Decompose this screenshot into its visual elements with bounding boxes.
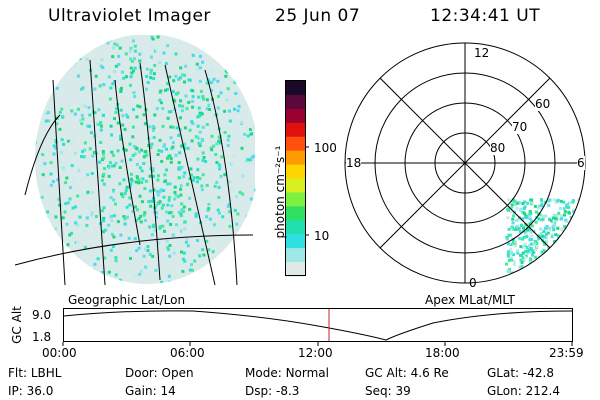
colorbar xyxy=(285,80,309,277)
info-mode: Mode: Normal xyxy=(245,366,329,380)
lon-line xyxy=(139,62,161,281)
lat-label-70: 70 xyxy=(512,120,528,134)
timeline-xtick: 23:59 xyxy=(549,346,584,360)
right-panel-label: Apex MLat/MLT xyxy=(425,293,515,307)
timeline-axis-title: GC Alt xyxy=(9,306,24,344)
timeline-xtick: 12:00 xyxy=(298,346,333,360)
colorbar-swatch xyxy=(286,248,305,263)
header-time: 12:34:41 UT xyxy=(430,6,541,26)
timeline-xtick: 00:00 xyxy=(42,346,77,360)
colorbar-swatch xyxy=(286,164,305,179)
colorbar-tick-100: 100 xyxy=(314,141,337,155)
timeline-frame xyxy=(63,308,573,342)
colorbar-tick-10: 10 xyxy=(314,229,330,243)
colorbar-swatch xyxy=(286,192,305,207)
mlt-label-18: 18 xyxy=(346,156,362,170)
lat-line xyxy=(14,234,254,266)
lon-line xyxy=(164,64,216,286)
lat-label-60: 60 xyxy=(535,97,551,111)
info-gain: Gain: 14 xyxy=(125,384,176,398)
earth-disk xyxy=(35,35,255,284)
colorbar-swatch xyxy=(286,122,305,138)
instrument-title: Ultraviolet Imager xyxy=(48,6,211,26)
info-seq: Seq: 39 xyxy=(365,384,411,398)
timeline-plot xyxy=(62,308,573,346)
info-door: Door: Open xyxy=(125,366,194,380)
timeline-xtick: 06:00 xyxy=(170,346,205,360)
lon-line xyxy=(204,69,238,286)
mlt-label-12: 12 xyxy=(474,46,490,60)
header-date: 25 Jun 07 xyxy=(275,6,361,26)
timeline-ytick-low: 1.8 xyxy=(32,330,52,344)
left-panel-label: Geographic Lat/Lon xyxy=(68,293,186,307)
info-flt: Flt: LBHL xyxy=(8,366,62,380)
colorbar-swatch xyxy=(286,206,305,221)
info-gc-alt: GC Alt: 4.6 Re xyxy=(365,366,449,380)
colorbar-swatch xyxy=(286,136,305,152)
mlt-label-0: 0 xyxy=(469,276,477,290)
colorbar-unit-label: photon cm⁻²s⁻¹ xyxy=(273,145,287,239)
lat-label-80: 80 xyxy=(490,141,506,155)
info-dsp: Dsp: -8.3 xyxy=(245,384,300,398)
altitude-curve xyxy=(63,310,573,341)
lon-line xyxy=(52,79,66,286)
colorbar-swatch xyxy=(286,178,305,193)
polar-auroral-speckle xyxy=(505,198,585,283)
colorbar-swatch xyxy=(286,94,305,110)
lat-line xyxy=(24,114,61,196)
colorbar-swatch xyxy=(286,150,305,165)
colorbar-swatch xyxy=(286,220,305,235)
timeline-xtick: 18:00 xyxy=(425,346,460,360)
mlt-line xyxy=(379,77,551,249)
info-ip: IP: 36.0 xyxy=(8,384,54,398)
lon-line xyxy=(114,79,141,246)
geographic-image xyxy=(14,35,258,286)
mlt-label-6: 6 xyxy=(577,156,585,170)
timeline-ytick-high: 9.0 xyxy=(32,308,52,322)
colorbar-swatch xyxy=(286,81,305,96)
info-glat: GLat: -42.8 xyxy=(487,366,554,380)
lon-line xyxy=(89,59,106,286)
colorbar-swatch xyxy=(286,262,305,277)
colorbar-swatch xyxy=(286,234,305,249)
info-glon: GLon: 212.4 xyxy=(487,384,560,398)
polar-plot xyxy=(344,42,586,284)
colorbar-swatch xyxy=(286,108,305,124)
